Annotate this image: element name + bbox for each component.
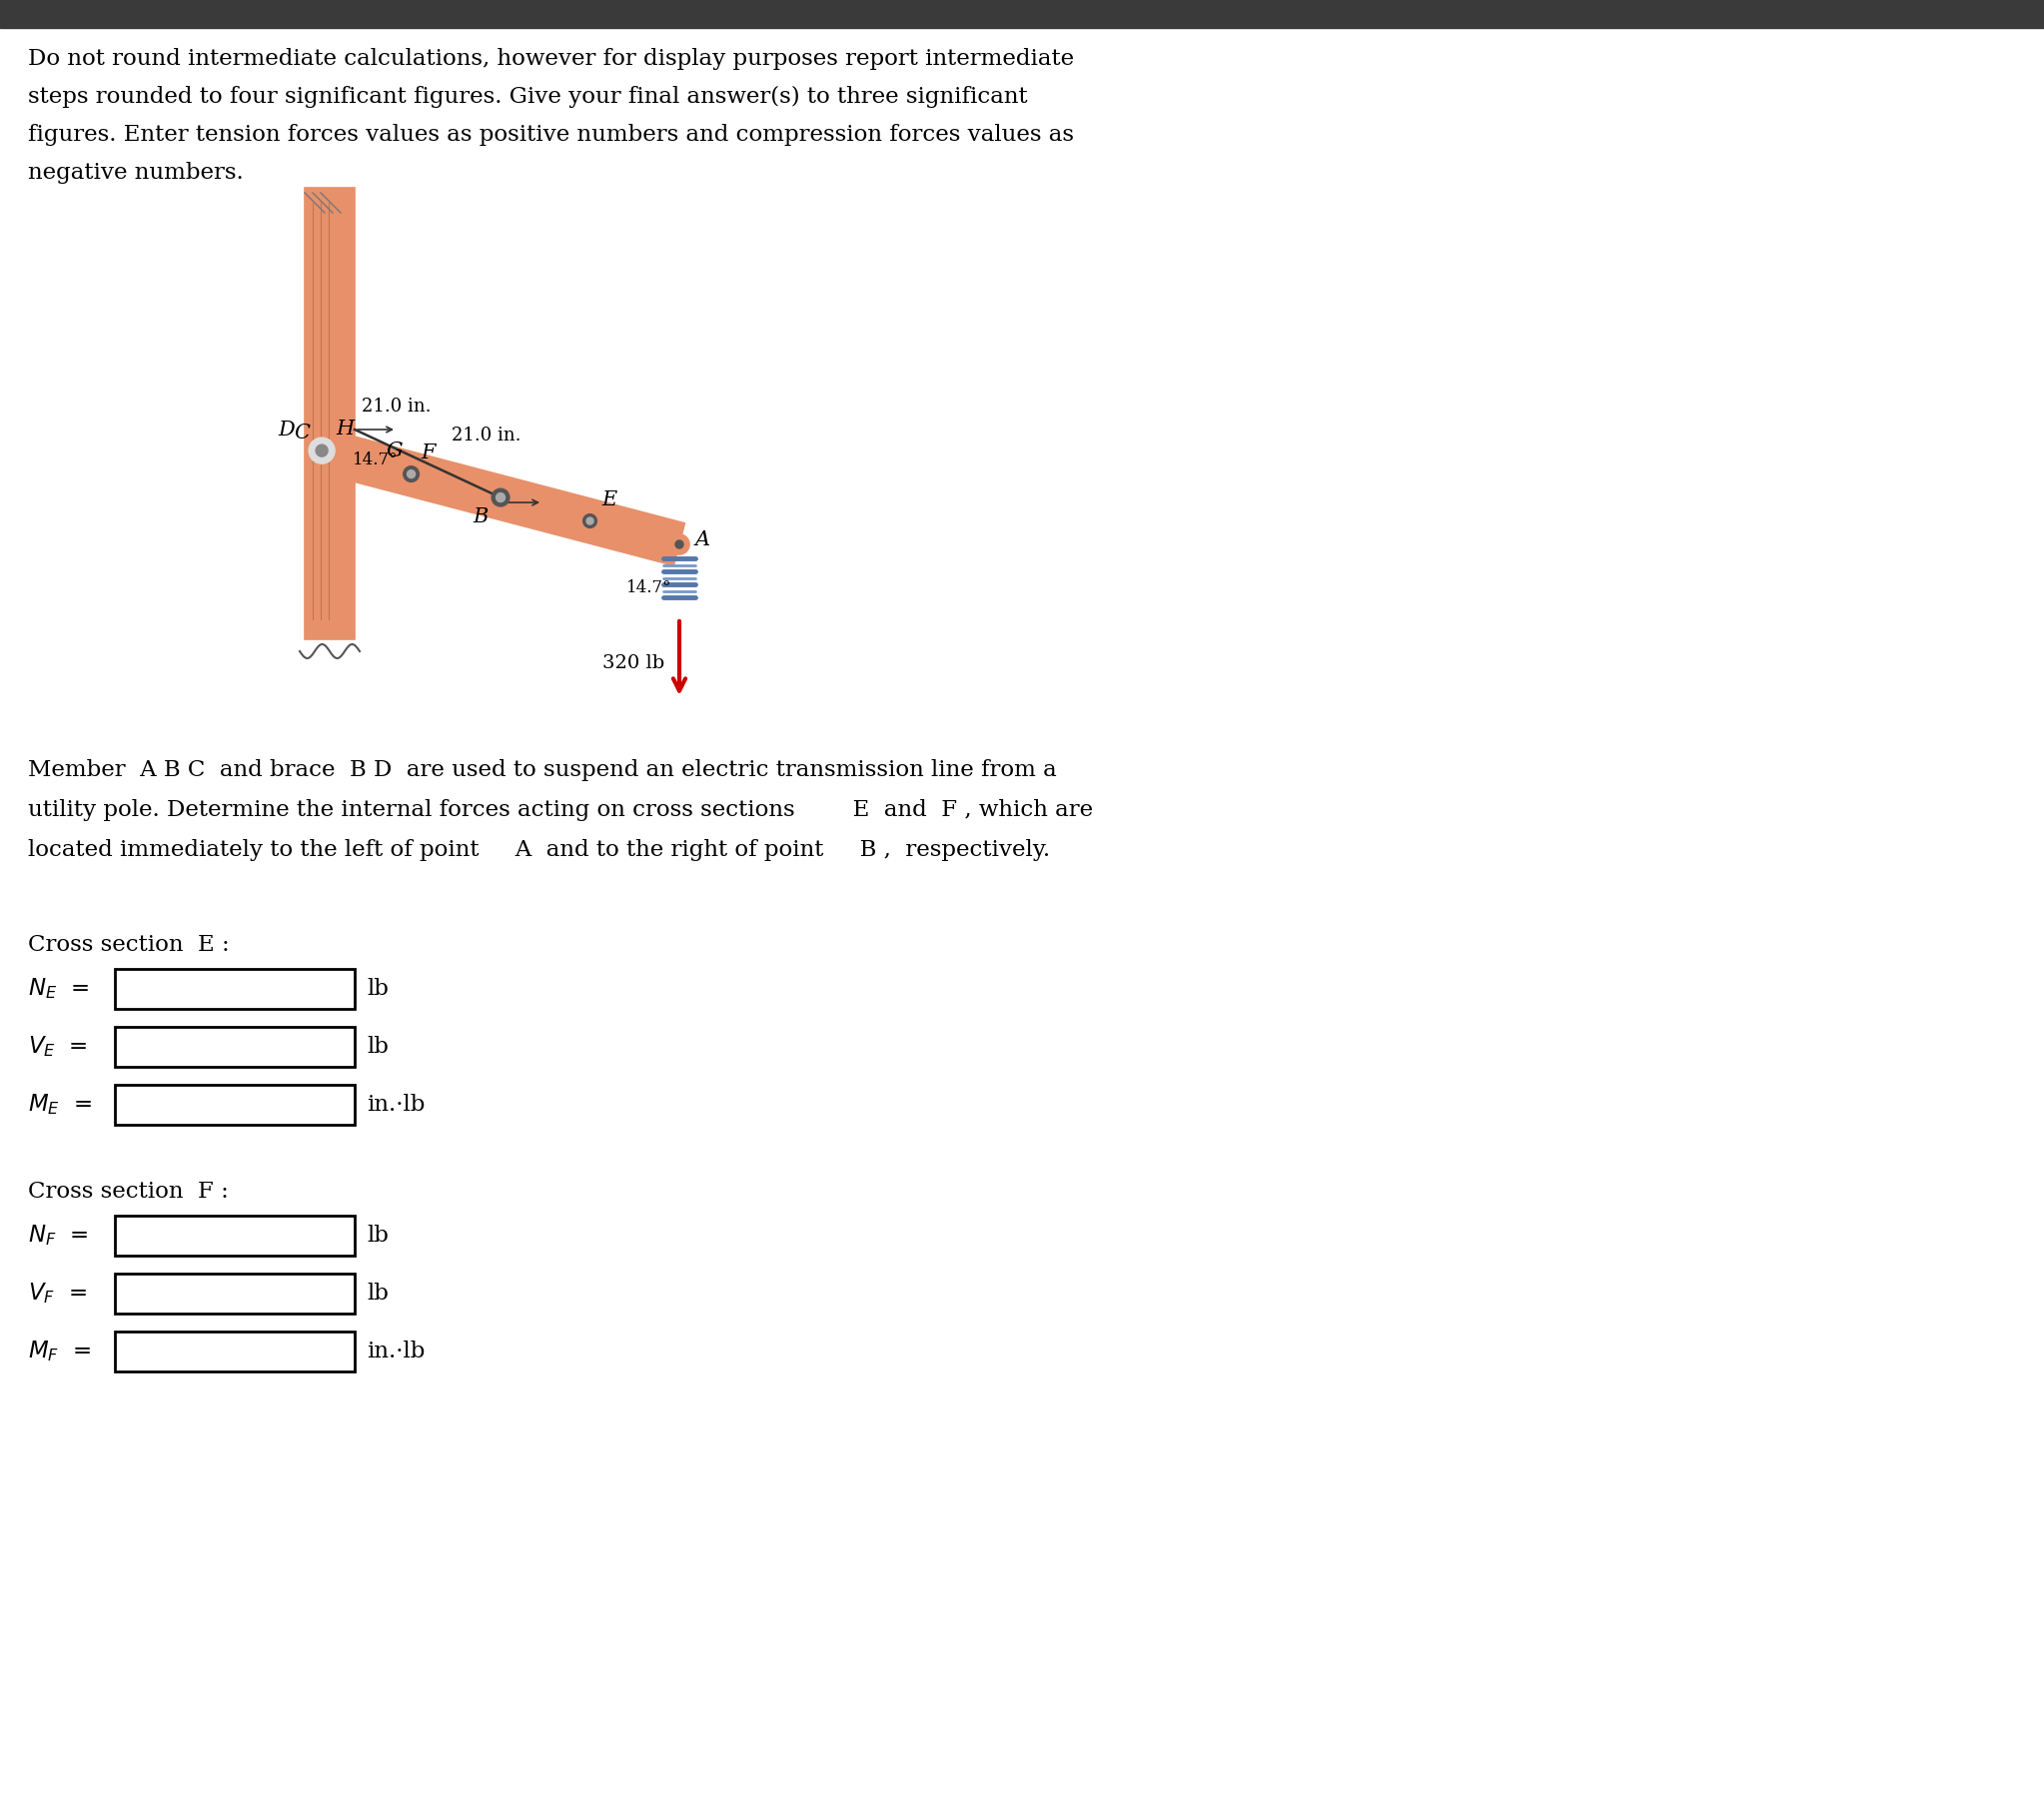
Text: 14.7°: 14.7° bbox=[354, 452, 399, 468]
Text: 320 lb: 320 lb bbox=[603, 653, 664, 673]
Bar bbox=[114, 1215, 356, 1255]
Polygon shape bbox=[317, 429, 685, 565]
Text: $M_E$  =: $M_E$ = bbox=[29, 1093, 92, 1116]
Text: $V_F$  =: $V_F$ = bbox=[29, 1282, 86, 1307]
Bar bbox=[114, 969, 356, 1009]
Text: in.·lb: in.·lb bbox=[366, 1341, 425, 1362]
Text: lb: lb bbox=[366, 1224, 388, 1246]
Text: D: D bbox=[278, 420, 294, 440]
Text: Cross section  F :: Cross section F : bbox=[29, 1181, 229, 1203]
Text: utility pole. Determine the internal forces acting on cross sections        E  a: utility pole. Determine the internal for… bbox=[29, 799, 1094, 820]
Text: in.·lb: in.·lb bbox=[366, 1093, 425, 1116]
Text: steps rounded to four significant figures. Give your final answer(s) to three si: steps rounded to four significant figure… bbox=[29, 86, 1028, 108]
Circle shape bbox=[668, 535, 689, 555]
Circle shape bbox=[497, 494, 505, 503]
Text: $M_F$  =: $M_F$ = bbox=[29, 1339, 90, 1364]
Text: $V_E$  =: $V_E$ = bbox=[29, 1034, 88, 1059]
Circle shape bbox=[587, 517, 593, 524]
Text: $N_E$  =: $N_E$ = bbox=[29, 976, 90, 1002]
Text: C: C bbox=[294, 424, 311, 443]
Text: G: G bbox=[386, 442, 403, 460]
Text: Cross section  E :: Cross section E : bbox=[29, 933, 229, 957]
Text: lb: lb bbox=[366, 978, 388, 1000]
Text: Do not round intermediate calculations, however for display purposes report inte: Do not round intermediate calculations, … bbox=[29, 48, 1073, 70]
Text: figures. Enter tension forces values as positive numbers and compression forces : figures. Enter tension forces values as … bbox=[29, 124, 1073, 145]
Text: Member  A B C  and brace  B D  are used to suspend an electric transmission line: Member A B C and brace B D are used to s… bbox=[29, 759, 1057, 781]
Circle shape bbox=[407, 470, 415, 477]
Text: lb: lb bbox=[366, 1036, 388, 1057]
Text: negative numbers.: negative numbers. bbox=[29, 162, 243, 183]
Text: A: A bbox=[695, 530, 711, 549]
Bar bbox=[114, 1027, 356, 1066]
Circle shape bbox=[583, 513, 597, 528]
Bar bbox=[305, 188, 356, 639]
Text: $N_F$  =: $N_F$ = bbox=[29, 1222, 88, 1248]
Bar bbox=[114, 1084, 356, 1125]
Text: E: E bbox=[601, 490, 617, 510]
Text: F: F bbox=[421, 443, 435, 461]
Circle shape bbox=[309, 438, 335, 463]
Text: 21.0 in.: 21.0 in. bbox=[452, 425, 521, 443]
Text: 14.7°: 14.7° bbox=[628, 580, 672, 596]
Bar bbox=[114, 1274, 356, 1314]
Bar bbox=[114, 1332, 356, 1371]
Bar bbox=[0, 0, 2044, 29]
Text: lb: lb bbox=[366, 1283, 388, 1305]
Circle shape bbox=[675, 540, 683, 549]
Circle shape bbox=[491, 488, 509, 506]
Text: H: H bbox=[335, 420, 354, 438]
Text: B: B bbox=[474, 508, 489, 526]
Circle shape bbox=[317, 445, 327, 456]
Text: 21.0 in.: 21.0 in. bbox=[362, 398, 431, 416]
Text: located immediately to the left of point     A  and to the right of point     B : located immediately to the left of point… bbox=[29, 838, 1051, 862]
Circle shape bbox=[403, 467, 419, 483]
